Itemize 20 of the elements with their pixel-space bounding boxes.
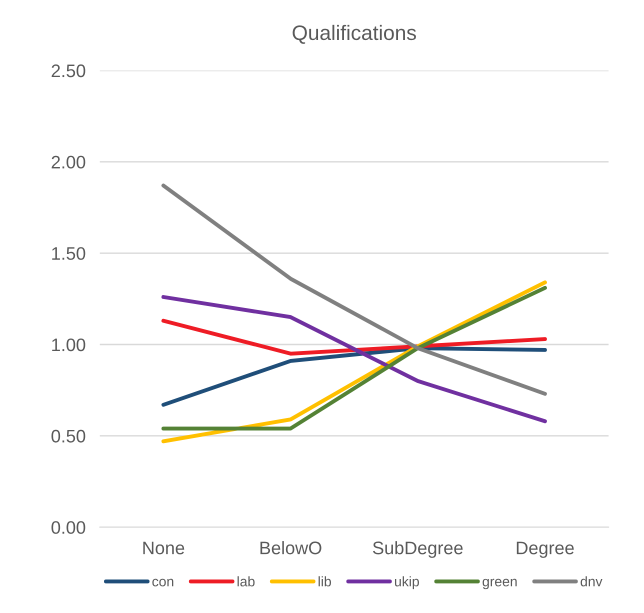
y-tick-label: 1.00 — [52, 338, 86, 352]
legend-label: green — [482, 578, 517, 590]
x-tick-label: SubDegree — [372, 541, 463, 558]
legend-label: ukip — [394, 576, 419, 590]
y-tick-label: 0.50 — [52, 430, 86, 443]
y-tick-label: 2.00 — [52, 156, 86, 169]
legend-label: con — [152, 578, 174, 586]
chart-title: Qualifications — [292, 24, 416, 44]
line-series — [161, 346, 547, 407]
y-tick-label: 1.50 — [52, 247, 86, 260]
legend-label: lib — [318, 576, 331, 586]
x-tick-label: Degree — [516, 542, 574, 558]
line-series — [161, 184, 547, 396]
y-tick-label: 0.00 — [52, 521, 86, 534]
legend-label: dnv — [580, 576, 602, 586]
line-series — [161, 318, 547, 356]
y-tick-label: 2.50 — [52, 64, 86, 78]
x-tick-label: BelowO — [260, 541, 322, 554]
legend-label: lab — [238, 576, 255, 586]
x-tick-label: None — [143, 542, 184, 554]
